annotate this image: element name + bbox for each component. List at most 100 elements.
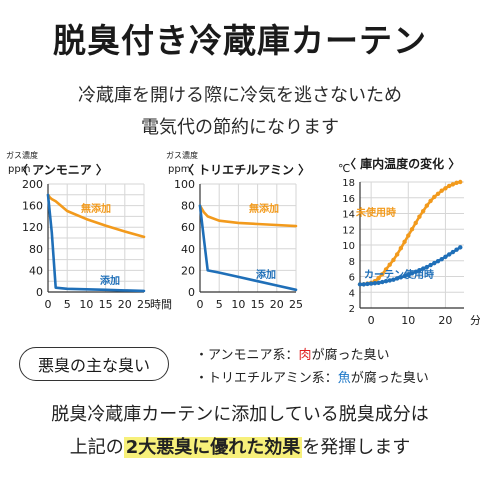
data-point (391, 257, 396, 263)
data-point (402, 273, 407, 279)
data-point (428, 262, 433, 268)
x-tick-label: 10 (231, 298, 245, 311)
data-point (458, 245, 463, 250)
data-point (420, 266, 426, 271)
chart-title: 〈 トリエチルアミン 〉 (182, 162, 310, 177)
y-tick-label: 16 (342, 194, 355, 205)
data-point (417, 214, 422, 219)
data-point (454, 247, 459, 252)
data-point (428, 198, 433, 204)
data-point (443, 186, 448, 191)
data-point (376, 280, 381, 285)
bottom-message: 脱臭冷蔵庫カーテンに添加している脱臭成分は 上記の 2大悪臭に優れた効果 を発揮しま… (0, 398, 480, 464)
y-tick-label: 20 (181, 264, 195, 277)
y-tick-label: 60 (181, 221, 195, 234)
chart-title: 〈 庫内温度の変化 〉 (344, 156, 460, 171)
y-tick-label: 100 (174, 178, 195, 191)
x-tick-label: 0 (197, 298, 204, 311)
y-tick-label: 12 (342, 225, 355, 236)
data-point (458, 179, 463, 185)
series-line-0 (46, 193, 146, 239)
data-point (409, 227, 415, 232)
page-title: 脱臭付き冷蔵庫カーテン (53, 21, 427, 60)
data-point (383, 279, 389, 284)
data-point (368, 281, 374, 286)
x-tick-label: 20 (118, 298, 132, 311)
chart-title: 〈 アンモニア 〉 (16, 162, 108, 177)
bottom-line-2-prefix: 上記の (69, 437, 124, 458)
data-point (439, 256, 444, 262)
data-point (435, 191, 441, 197)
subtitle-line-1: 冷蔵庫を開ける際に冷気を逃さないため (78, 85, 402, 106)
y-tick-label: 80 (29, 243, 43, 256)
smell-item-prefix: ・トリエチルアミン系： (195, 371, 338, 386)
series-label: 添加 (100, 274, 120, 287)
y-tick-label: 0 (188, 286, 195, 299)
x-axis-label: 分 (470, 314, 480, 327)
bottom-line-1: 脱臭冷蔵庫カーテンに添加している脱臭成分は (51, 404, 429, 425)
smell-list: ・アンモニア系：肉が腐った臭い ・トリエチルアミン系：魚が腐った臭い (195, 344, 429, 390)
series-line-1 (198, 204, 298, 292)
data-point (446, 252, 452, 257)
y-axis-unit-label: ppm (8, 164, 30, 175)
subtitle-line-2: 電気代の節約になります (141, 117, 339, 138)
x-tick-label: 0 (45, 298, 52, 311)
data-point (435, 258, 441, 264)
x-tick-label: 10 (401, 314, 415, 327)
data-point (365, 281, 370, 287)
data-point (357, 282, 363, 287)
series-line-1 (46, 193, 146, 293)
series-label: 無添加 (249, 202, 279, 215)
y-tick-label: 40 (181, 243, 195, 256)
x-tick-label: 25 (289, 298, 303, 311)
smell-item-highlight: 魚 (337, 371, 351, 386)
series-label: 未使用時 (355, 206, 396, 219)
data-point (450, 249, 456, 255)
data-point (450, 182, 456, 187)
smell-item-suffix: が腐った臭い (311, 348, 390, 363)
data-point (432, 194, 437, 200)
data-point (380, 279, 385, 285)
x-tick-label: 5 (64, 298, 71, 311)
smell-item-highlight: 肉 (298, 348, 312, 363)
data-point (394, 252, 400, 257)
data-point (402, 239, 407, 245)
smell-item-suffix: が腐った臭い (350, 371, 429, 386)
data-point (424, 264, 430, 270)
data-point (361, 282, 366, 287)
data-point (406, 233, 411, 238)
chart-svg: 〈 庫内温度の変化 〉℃ 2 4 6 8 10 12 14 16 18 0 10 20 分 未使用時カーテン… (338, 156, 480, 327)
series-label: カーテン使用時 (364, 268, 434, 281)
y-tick-label: 160 (22, 200, 43, 213)
data-point (387, 262, 392, 267)
data-point (413, 220, 418, 226)
y-tick-label: 40 (29, 264, 43, 277)
y-tick-label: 18 (342, 178, 355, 189)
x-tick-label: 10 (79, 298, 93, 311)
y-tick-label: 8 (349, 257, 355, 268)
x-tick-label: 20 (270, 298, 284, 311)
y-tick-label: 80 (181, 200, 195, 213)
bottom-line-2: 上記の 2大悪臭に優れた効果 を発揮します (0, 431, 480, 464)
main-smell-badge: 悪臭の主な臭い (19, 347, 169, 381)
x-tick-label: 15 (251, 298, 265, 311)
y-tick-label: 120 (22, 221, 43, 234)
data-point (376, 275, 381, 281)
y-tick-label: 6 (349, 273, 355, 284)
data-point (398, 275, 404, 280)
data-point (409, 271, 415, 276)
x-axis-label: 時間 (150, 298, 172, 311)
data-point (424, 203, 430, 208)
x-tick-label: 25 (137, 298, 151, 311)
data-point (417, 268, 422, 273)
series-label: 添加 (256, 268, 276, 281)
bottom-line-2-suffix: を発揮します (302, 437, 411, 458)
highlight-marker: 2大悪臭に優れた効果 (123, 437, 303, 458)
data-point (380, 271, 385, 277)
data-point (420, 208, 426, 214)
y-tick-label: 10 (342, 241, 355, 252)
data-point (372, 280, 378, 286)
y-tick-label: 14 (342, 210, 355, 221)
